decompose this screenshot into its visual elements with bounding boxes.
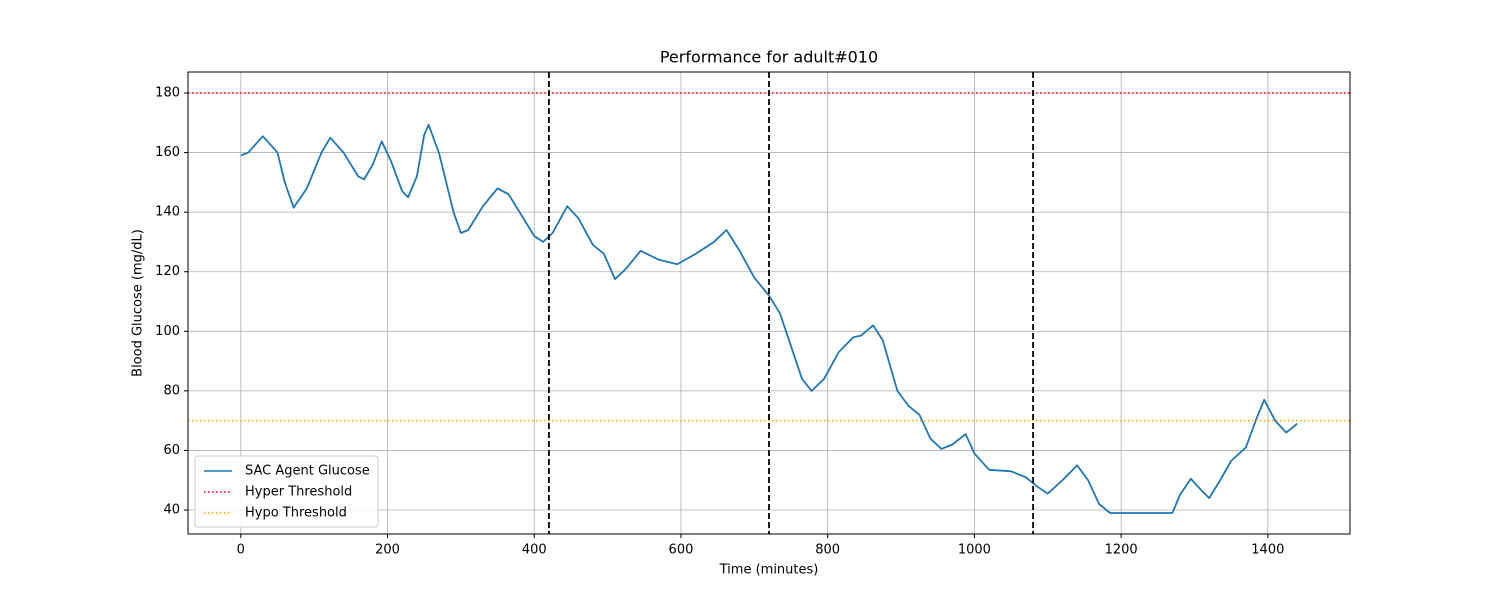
chart-title: Performance for adult#010: [660, 48, 878, 67]
legend-box: [194, 455, 379, 528]
x-tick-label: 800: [815, 543, 840, 558]
x-tick-label: 1000: [958, 543, 991, 558]
legend-label: Hypo Threshold: [245, 506, 347, 521]
y-tick-label: 80: [163, 383, 180, 398]
y-axis-label: Blood Glucose (mg/dL): [131, 229, 146, 377]
y-tick-label: 40: [163, 503, 180, 518]
x-tick-label: 1200: [1105, 543, 1138, 558]
x-tick-label: 0: [237, 543, 245, 558]
x-tick-label: 200: [375, 543, 400, 558]
legend-label: Hyper Threshold: [245, 485, 352, 500]
y-tick-label: 140: [155, 205, 180, 220]
x-tick-label: 1400: [1251, 543, 1284, 558]
x-axis-label: Time (minutes): [719, 563, 819, 578]
y-tick-label: 160: [155, 145, 180, 160]
x-tick-label: 600: [669, 543, 694, 558]
y-tick-label: 120: [155, 264, 180, 279]
x-tick-label: 400: [522, 543, 547, 558]
plot-frame: [187, 71, 1351, 535]
y-tick-label: 180: [155, 86, 180, 101]
legend-label: SAC Agent Glucose: [245, 464, 370, 479]
y-tick-label: 100: [155, 324, 180, 339]
y-tick-label: 60: [163, 443, 180, 458]
glucose-line: [240, 123, 1298, 514]
